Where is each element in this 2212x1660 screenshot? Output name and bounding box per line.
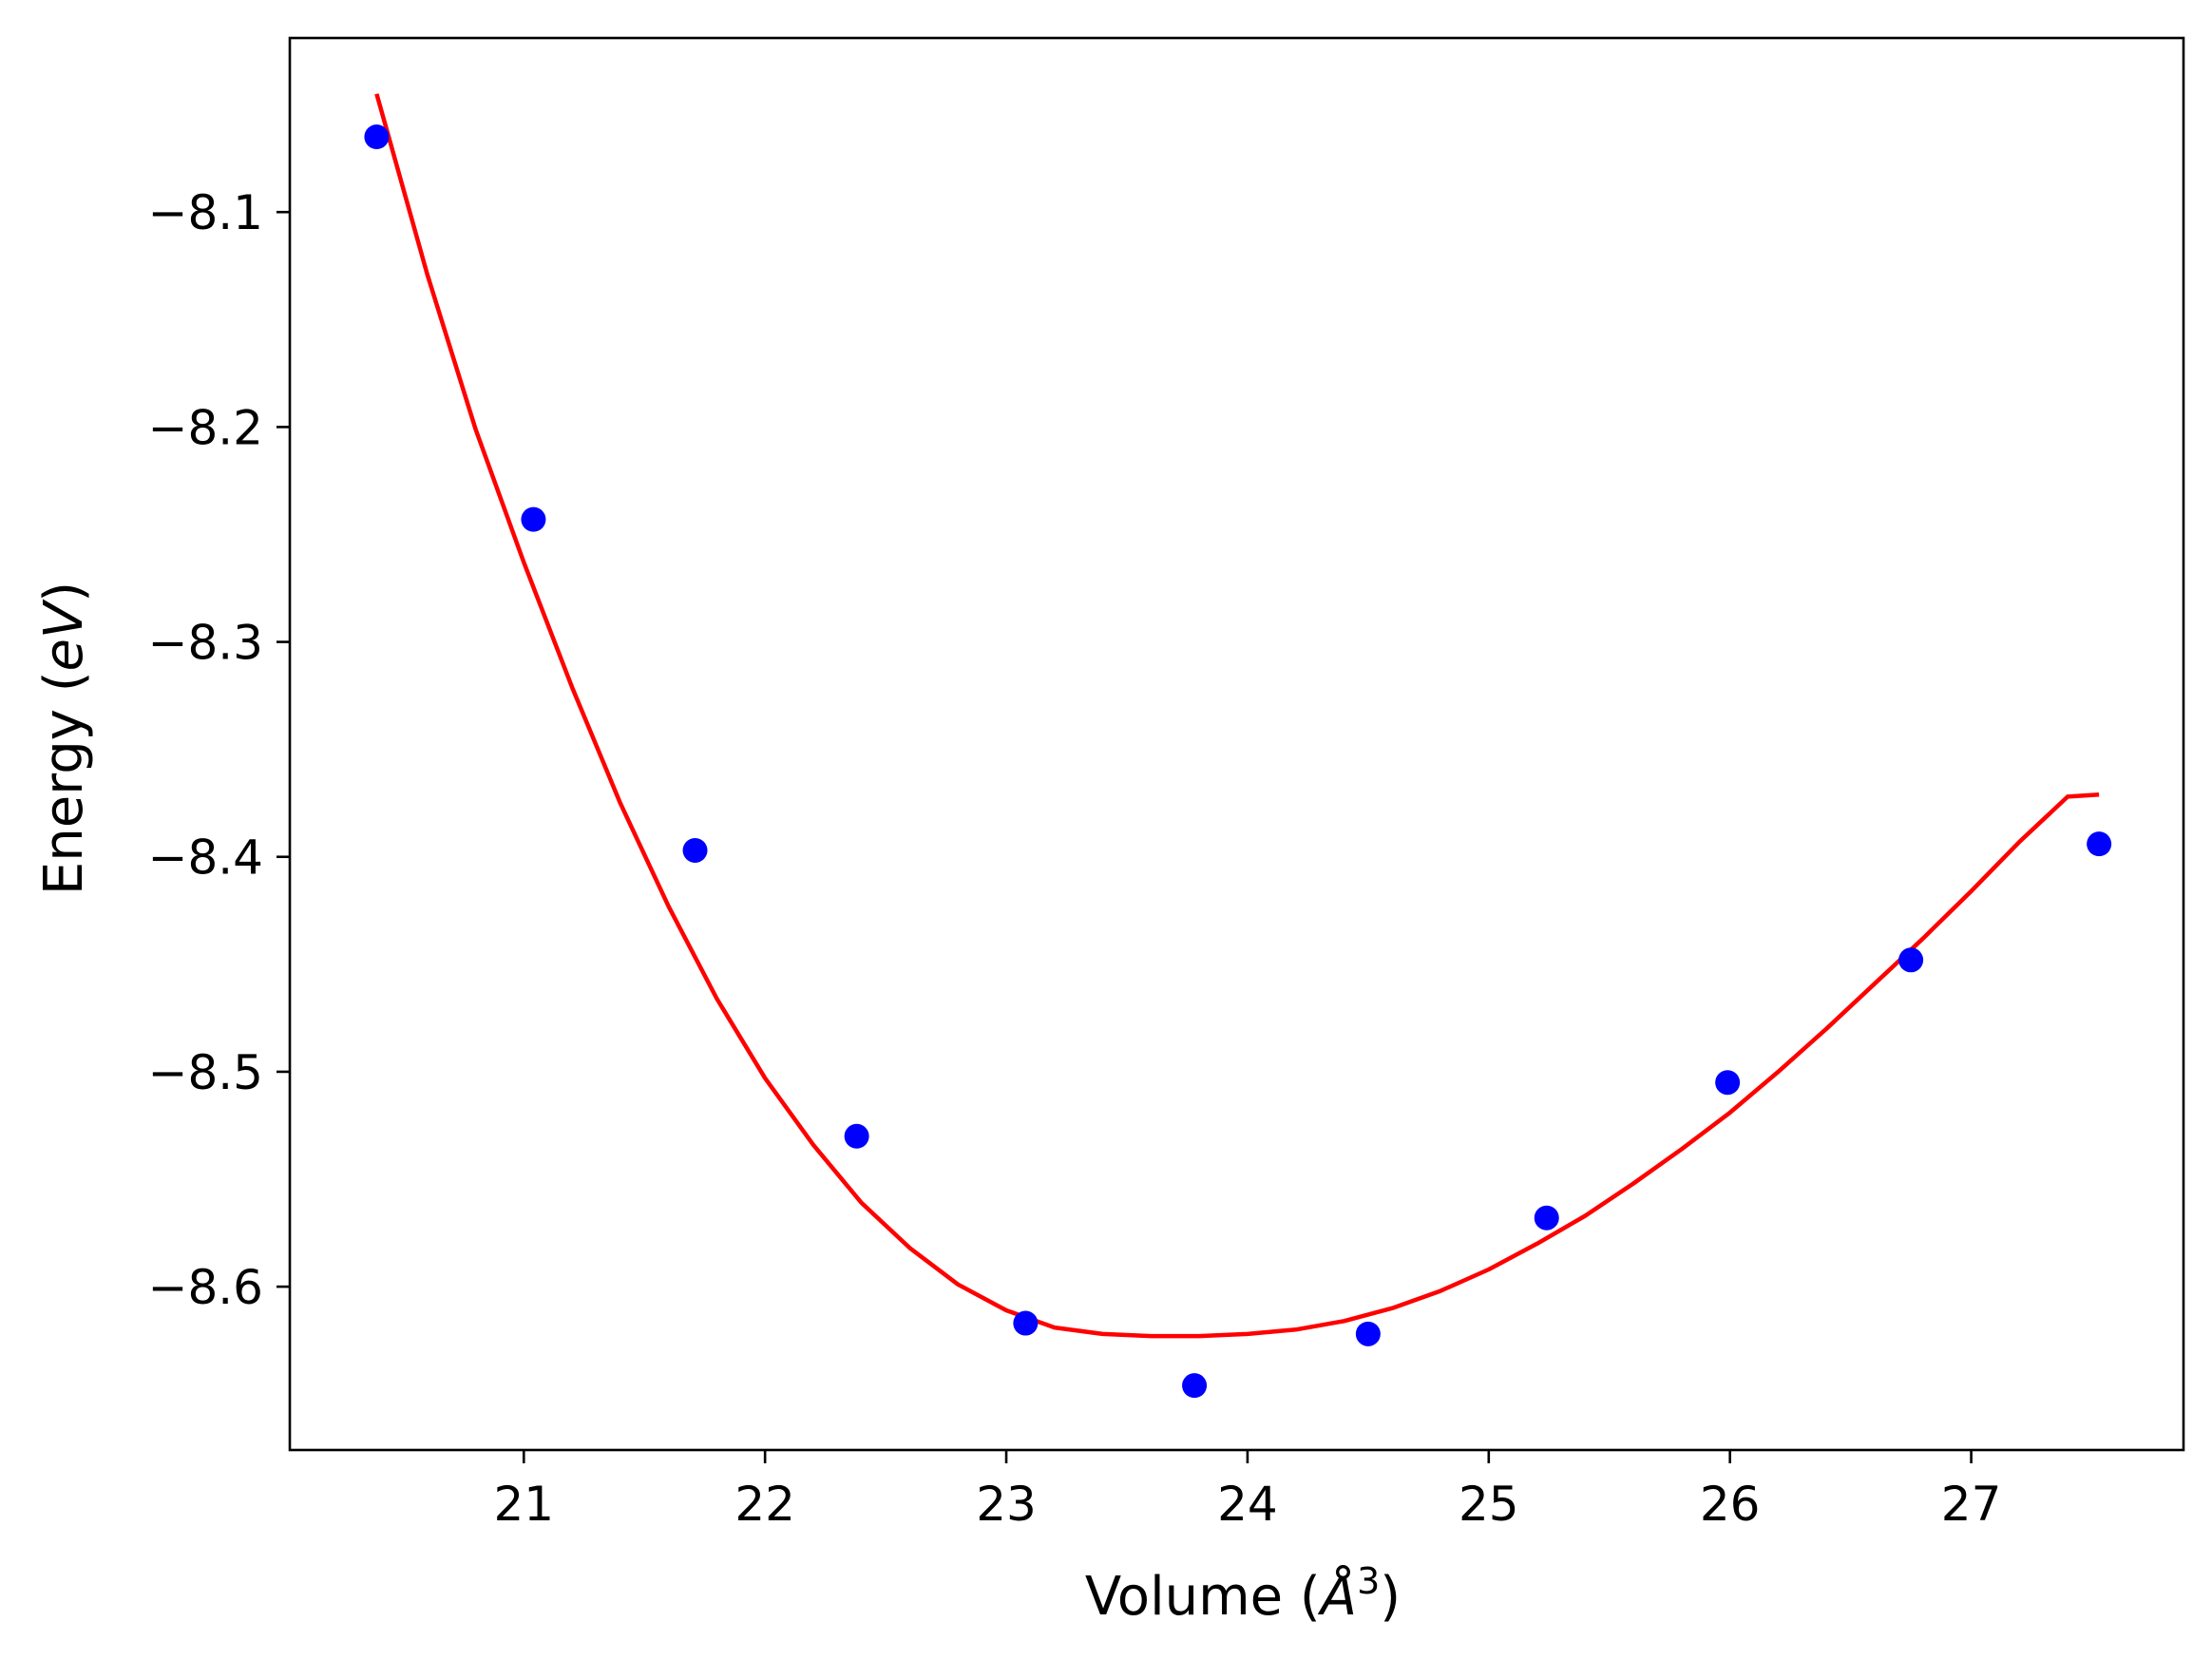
x-tick-label: 26 <box>1700 1477 1761 1532</box>
data-point <box>2087 831 2112 857</box>
data-point <box>1534 1205 1559 1231</box>
x-axis-ticks: 21 22 23 24 25 26 27 <box>493 1450 2001 1532</box>
data-point <box>844 1123 869 1149</box>
plot-frame <box>288 36 2185 1452</box>
x-tick-label: 23 <box>976 1477 1037 1532</box>
y-tick-label: −8.2 <box>148 400 263 455</box>
x-label-superscript: 3 <box>1357 1560 1380 1602</box>
x-axis-label: Volume (Å3) <box>1085 1560 1401 1628</box>
x-tick-label: 25 <box>1459 1477 1519 1532</box>
x-tick-label: 24 <box>1217 1477 1278 1532</box>
y-tick-label: −8.4 <box>148 830 263 886</box>
y-tick-label: −8.5 <box>148 1045 263 1100</box>
y-axis-ticks: −8.1 −8.2 −8.3 −8.4 −8.5 −8.6 <box>148 185 290 1315</box>
y-axis-label: Energy (eV) <box>33 582 95 895</box>
x-label-symbol: Å <box>1318 1565 1357 1628</box>
data-point <box>521 506 546 532</box>
y-tick-label: −8.3 <box>148 616 263 671</box>
data-point <box>682 837 708 863</box>
x-tick-label: 22 <box>734 1477 795 1532</box>
y-label-suffix: ) <box>33 582 95 602</box>
y-tick-label: −8.6 <box>148 1260 263 1315</box>
x-tick-label: 27 <box>1941 1477 2002 1532</box>
data-point <box>1898 947 1924 973</box>
data-point <box>1182 1373 1208 1399</box>
y-label-prefix: Energy ( <box>33 671 95 895</box>
data-point <box>1013 1310 1039 1336</box>
x-label-prefix: Volume ( <box>1085 1566 1321 1628</box>
fit-curve <box>374 93 2100 1339</box>
x-tick-label: 21 <box>493 1477 554 1532</box>
data-point <box>1355 1321 1381 1346</box>
y-tick-label: −8.1 <box>148 185 263 240</box>
data-point <box>364 124 390 150</box>
data-points <box>364 124 2112 1399</box>
y-label-unit: eV <box>33 599 95 671</box>
data-point <box>1715 1070 1741 1096</box>
x-label-suffix: ) <box>1380 1566 1401 1628</box>
plot-contents <box>364 93 2112 1399</box>
